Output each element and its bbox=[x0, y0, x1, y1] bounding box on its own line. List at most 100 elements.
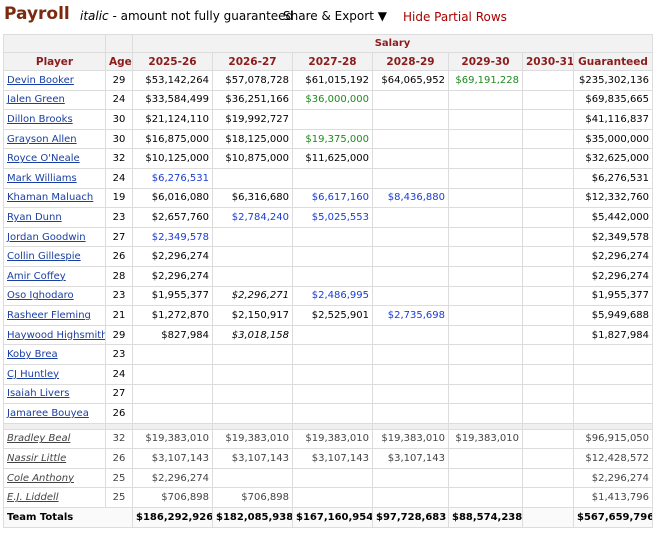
player-link[interactable]: Ryan Dunn bbox=[7, 211, 62, 223]
column-header[interactable]: 2028-29 bbox=[372, 52, 449, 71]
table-row: Ryan Dunn 23 $2,657,760 $2,784,240 $5,025,55… bbox=[3, 207, 654, 228]
table-row: Jordan Goodwin 27 $2,349,578 $2,349,578 bbox=[3, 226, 654, 248]
salary-cell: $6,316,680 bbox=[212, 187, 293, 209]
salary-cell bbox=[522, 324, 574, 346]
player-cell: Nassir Little bbox=[3, 448, 106, 469]
legend-note: italic - amount not fully guaranteed bbox=[80, 9, 293, 23]
guaranteed-cell bbox=[572, 403, 654, 424]
column-header[interactable]: 2026-27 bbox=[212, 52, 293, 71]
salary-cell bbox=[372, 89, 449, 111]
player-link[interactable]: Dillon Brooks bbox=[7, 113, 73, 125]
column-header[interactable]: 2025-26 bbox=[132, 52, 213, 71]
salary-cell: $2,296,274 bbox=[132, 265, 213, 287]
player-link[interactable]: Collin Gillespie bbox=[7, 251, 81, 263]
column-header[interactable]: 2029-30 bbox=[448, 52, 523, 71]
salary-cell bbox=[292, 324, 373, 346]
salary-cell: $19,383,010 bbox=[212, 428, 293, 450]
salary-cell: $2,296,274 bbox=[132, 467, 213, 489]
salary-cell bbox=[372, 403, 449, 424]
salary-cell bbox=[292, 403, 373, 424]
player-link[interactable]: Mark Williams bbox=[7, 172, 77, 184]
hide-partial-rows-link[interactable]: Hide Partial Rows bbox=[403, 10, 507, 24]
salary-cell bbox=[522, 207, 574, 228]
player-link[interactable]: Oso Ighodaro bbox=[7, 290, 74, 302]
player-link[interactable]: Jamaree Bouyea bbox=[7, 407, 89, 419]
salary-cell bbox=[372, 246, 449, 267]
salary-cell bbox=[448, 265, 523, 287]
salary-cell bbox=[522, 448, 574, 469]
salary-cell bbox=[292, 226, 373, 248]
player-link[interactable]: E.J. Liddell bbox=[7, 492, 59, 504]
dead-money-row: Cole Anthony 25 $2,296,274 $2,296,274 bbox=[3, 467, 654, 489]
salary-cell: $53,142,264 bbox=[132, 70, 213, 91]
salary-cell: $3,107,143 bbox=[372, 448, 449, 469]
salary-cell bbox=[212, 467, 293, 489]
salary-cell bbox=[212, 246, 293, 267]
salary-cell bbox=[372, 285, 449, 307]
guaranteed-cell: $41,116,837 bbox=[572, 109, 654, 130]
salary-cell bbox=[522, 265, 574, 287]
salary-group-header: Salary bbox=[131, 34, 654, 53]
salary-cell bbox=[522, 383, 574, 405]
salary-cell bbox=[132, 344, 213, 365]
player-link[interactable]: Koby Brea bbox=[7, 349, 58, 361]
player-link[interactable]: CJ Huntley bbox=[7, 368, 60, 380]
player-link[interactable]: Isaiah Livers bbox=[7, 388, 70, 400]
player-link[interactable]: Bradley Beal bbox=[7, 433, 71, 445]
salary-cell bbox=[212, 383, 293, 405]
player-link[interactable]: Jalen Green bbox=[7, 94, 65, 106]
column-header[interactable]: Age bbox=[105, 52, 133, 71]
player-link[interactable]: Amir Coffey bbox=[7, 270, 66, 282]
salary-cell: $19,383,010 bbox=[448, 428, 523, 450]
group-header-blank bbox=[3, 34, 106, 53]
salary-cell bbox=[212, 226, 293, 248]
salary-cell bbox=[448, 363, 523, 385]
salary-cell bbox=[372, 207, 449, 228]
salary-cell: $19,383,010 bbox=[372, 428, 449, 450]
total-cell: $88,574,238 bbox=[448, 507, 523, 528]
age-cell: 32 bbox=[105, 148, 133, 169]
table-row: Koby Brea 23 bbox=[3, 344, 654, 365]
column-header[interactable]: Guaranteed bbox=[572, 52, 654, 71]
salary-cell bbox=[212, 344, 293, 365]
page-header: Payroll italic - amount not fully guaran… bbox=[0, 0, 660, 34]
salary-cell: $69,191,228 bbox=[448, 70, 523, 91]
guaranteed-cell: $2,296,274 bbox=[572, 246, 654, 267]
player-link[interactable]: Rasheer Fleming bbox=[7, 309, 91, 321]
salary-cell bbox=[522, 109, 574, 130]
guaranteed-cell: $5,949,688 bbox=[572, 305, 654, 326]
total-cell: $182,085,938 bbox=[212, 507, 293, 528]
age-cell: 28 bbox=[105, 265, 133, 287]
player-link[interactable]: Nassir Little bbox=[7, 453, 67, 465]
player-link[interactable]: Devin Booker bbox=[7, 74, 74, 86]
player-cell: Bradley Beal bbox=[3, 428, 106, 450]
salary-cell bbox=[132, 403, 213, 424]
player-cell: Ryan Dunn bbox=[3, 207, 106, 228]
salary-cell bbox=[372, 467, 449, 489]
share-export-dropdown[interactable]: Share & Export ▼ bbox=[283, 9, 387, 23]
salary-cell bbox=[132, 383, 213, 405]
salary-cell bbox=[522, 167, 574, 189]
player-cell: Haywood Highsmith bbox=[3, 324, 106, 346]
player-link[interactable]: Khaman Maluach bbox=[7, 192, 94, 204]
player-link[interactable]: Grayson Allen bbox=[7, 133, 77, 145]
salary-cell bbox=[448, 246, 523, 267]
player-link[interactable]: Haywood Highsmith bbox=[7, 329, 106, 341]
salary-cell bbox=[372, 324, 449, 346]
salary-cell: $827,984 bbox=[132, 324, 213, 346]
player-link[interactable]: Cole Anthony bbox=[7, 472, 75, 484]
column-header[interactable]: Player bbox=[3, 52, 106, 71]
guaranteed-cell: $6,276,531 bbox=[572, 167, 654, 189]
salary-cell bbox=[448, 226, 523, 248]
age-cell: 29 bbox=[105, 324, 133, 346]
table-row: Devin Booker 29 $53,142,264 $57,078,728 $61,… bbox=[3, 70, 654, 91]
age-cell: 29 bbox=[105, 70, 133, 91]
player-link[interactable]: Royce O'Neale bbox=[7, 153, 80, 165]
column-header[interactable]: 2027-28 bbox=[292, 52, 373, 71]
age-cell: 26 bbox=[105, 403, 133, 424]
total-cell: $167,160,954 bbox=[292, 507, 373, 528]
salary-cell: $2,150,917 bbox=[212, 305, 293, 326]
salary-cell bbox=[522, 187, 574, 209]
column-header[interactable]: 2030-31 bbox=[522, 52, 574, 71]
player-link[interactable]: Jordan Goodwin bbox=[7, 231, 86, 243]
